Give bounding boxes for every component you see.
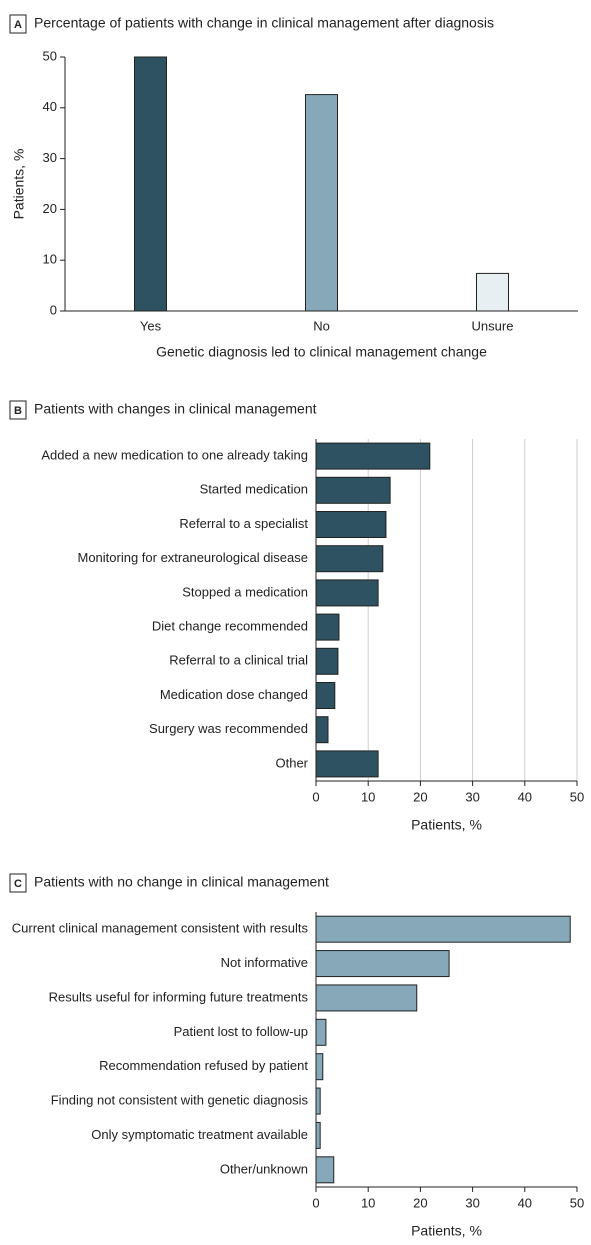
y-tick-label: 30: [43, 150, 57, 165]
panel-title: Patients with no change in clinical mana…: [34, 874, 329, 890]
bar: [315, 442, 431, 470]
y-tick-label: Not informative: [221, 955, 308, 970]
y-tick-label: Referral to a specialist: [179, 516, 308, 531]
panel-label-box: [9, 14, 27, 34]
bar: [315, 750, 379, 778]
y-tick-label: Current clinical management consistent w…: [12, 921, 309, 936]
bar: [476, 272, 509, 312]
panel-label-box: [9, 873, 27, 893]
x-tick-label: Unsure: [472, 318, 514, 333]
y-tick-label: Started medication: [200, 482, 308, 497]
y-tick-label: Referral to a clinical trial: [169, 653, 308, 668]
y-tick-label: Only symptomatic treatment available: [91, 1127, 308, 1142]
y-tick-label: Monitoring for extraneurological disease: [77, 550, 308, 565]
x-axis-label: Patients, %: [411, 1223, 482, 1239]
x-tick-label: 30: [465, 1195, 479, 1210]
x-tick-label: No: [313, 318, 330, 333]
bar: [315, 950, 450, 978]
y-tick-label: Results useful for informing future trea…: [49, 989, 309, 1004]
bar: [315, 647, 339, 675]
x-tick-label: Yes: [140, 318, 162, 333]
y-tick-label: 50: [43, 48, 57, 63]
x-tick-label: 10: [361, 1195, 375, 1210]
panel-title: Percentage of patients with change in cl…: [34, 15, 494, 31]
panel-label-box: [9, 400, 27, 420]
y-tick-label: 10: [43, 252, 57, 267]
panel-label: A: [14, 19, 22, 31]
bar: [315, 1087, 321, 1115]
bar: [315, 1053, 324, 1081]
x-tick-label: 0: [312, 789, 319, 804]
y-tick-label: Patient lost to follow-up: [174, 1024, 308, 1039]
y-tick-label: 40: [43, 99, 57, 114]
y-tick-label: Other: [275, 755, 308, 770]
x-tick-label: 0: [312, 1195, 319, 1210]
y-tick-label: Added a new medication to one already ta…: [41, 448, 308, 463]
y-axis-label: Patients, %: [11, 149, 27, 220]
bar: [315, 682, 336, 709]
y-tick-label: 0: [50, 302, 57, 317]
bar: [305, 94, 338, 312]
x-axis-label: Patients, %: [411, 817, 482, 833]
bar: [315, 545, 384, 573]
bar: [315, 476, 391, 504]
x-tick-label: 50: [570, 1195, 584, 1210]
bar: [315, 1121, 321, 1149]
panel-label: C: [14, 878, 22, 890]
x-axis-label: Genetic diagnosis led to clinical manage…: [156, 344, 487, 360]
panel-title: Patients with changes in clinical manage…: [34, 401, 317, 417]
panel-label: B: [14, 405, 22, 417]
bar: [134, 56, 167, 312]
y-tick-label: Other/unknown: [220, 1161, 308, 1176]
x-tick-label: 50: [570, 789, 584, 804]
y-tick-label: Finding not consistent with genetic diag…: [51, 1093, 309, 1108]
x-tick-label: 40: [518, 1195, 532, 1210]
x-tick-label: 40: [518, 789, 532, 804]
y-tick-label: Recommendation refused by patient: [99, 1058, 308, 1073]
bar: [315, 915, 571, 943]
y-tick-label: Diet change recommended: [152, 619, 308, 634]
bar: [315, 579, 379, 607]
bar: [315, 1156, 335, 1184]
bar: [315, 613, 340, 641]
bar: [315, 1018, 327, 1046]
bar: [315, 511, 387, 538]
x-tick-label: 20: [413, 789, 427, 804]
y-tick-label: 20: [43, 201, 57, 216]
x-tick-label: 10: [361, 789, 375, 804]
y-tick-label: Medication dose changed: [160, 687, 308, 702]
bar: [315, 984, 418, 1012]
y-tick-label: Surgery was recommended: [149, 721, 308, 736]
bar: [315, 716, 329, 744]
y-tick-label: Stopped a medication: [182, 584, 308, 599]
x-tick-label: 20: [413, 1195, 427, 1210]
x-tick-label: 30: [465, 789, 479, 804]
